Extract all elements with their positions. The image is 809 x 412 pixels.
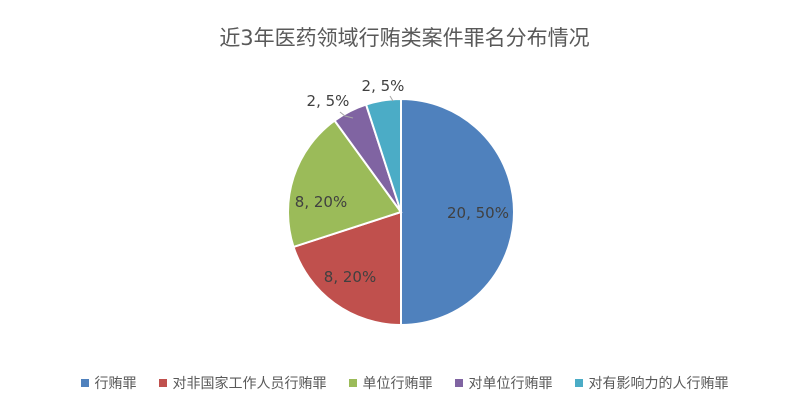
legend-swatch <box>574 379 583 387</box>
legend-item-5: 对有影响力的人行贿罪 <box>574 373 729 393</box>
chart-title: 近3年医药领域行贿类案件罪名分布情况 <box>219 26 590 50</box>
data-label-2: 8, 20% <box>324 268 376 286</box>
pie-slice-5 <box>364 97 402 213</box>
legend-swatch <box>454 379 463 387</box>
legend-label: 单位行贿罪 <box>362 376 433 392</box>
legend-label: 行贿罪 <box>94 376 137 392</box>
legend-label: 对有影响力的人行贿罪 <box>588 376 729 392</box>
pie-slice-1 <box>400 97 515 327</box>
data-label-3: 8, 20% <box>295 193 347 211</box>
legend: 行贿罪 对非国家工作人员行贿罪 单位行贿罪 对单位行贿罪 对有影响力的人行贿罪 <box>0 373 809 393</box>
pie-slice-3 <box>287 119 403 249</box>
leader-line-2 <box>389 95 394 102</box>
legend-swatch <box>158 379 167 387</box>
legend-swatch <box>348 379 357 387</box>
legend-swatch <box>80 379 89 387</box>
legend-item-1: 行贿罪 <box>80 373 137 393</box>
legend-item-3: 单位行贿罪 <box>348 373 433 393</box>
data-label-5: 2, 5% <box>362 77 405 95</box>
data-label-1: 20, 50% <box>447 204 509 222</box>
legend-label: 对单位行贿罪 <box>468 376 553 392</box>
leader-line-1 <box>339 111 354 119</box>
legend-item-4: 对单位行贿罪 <box>454 373 553 393</box>
legend-label: 对非国家工作人员行贿罪 <box>172 376 327 392</box>
data-label-4: 2, 5% <box>307 92 350 110</box>
legend-item-2: 对非国家工作人员行贿罪 <box>158 373 327 393</box>
pie-slice-2 <box>292 210 402 327</box>
